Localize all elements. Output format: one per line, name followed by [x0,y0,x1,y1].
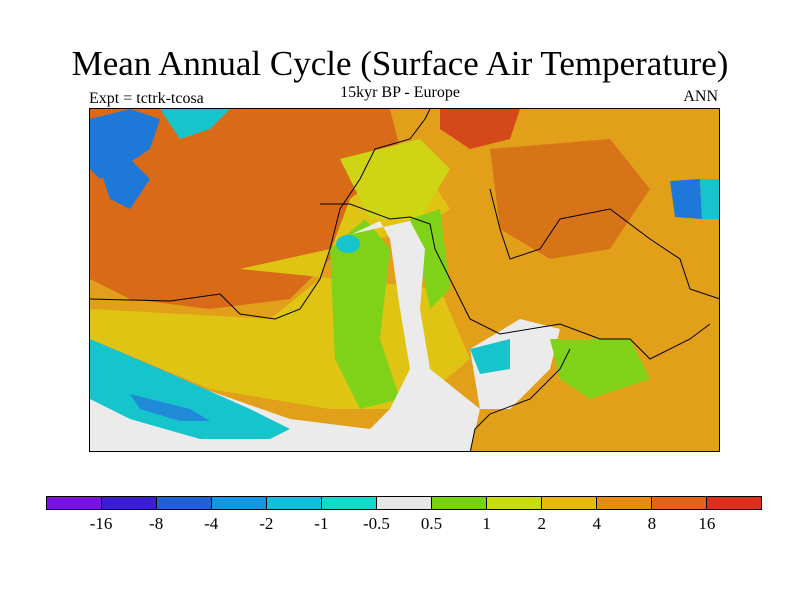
colorbar-label: 2 [537,514,546,533]
colorbar-label: -1 [314,514,329,533]
temperature-map [89,108,720,452]
cool-ring-east [700,179,719,219]
green-band-east [410,209,450,309]
colorbar-swatch-5 [322,497,377,509]
colorbar-swatch-12 [707,497,761,509]
coastline-east [489,188,719,300]
cold-spot-east [670,179,702,219]
colorbar-swatch-0 [47,497,102,509]
experiment-label: Expt = tctrk-tcosa [89,90,204,107]
cool-zone-east [470,339,510,374]
yellow-band-central [340,139,450,219]
colorbar-swatch-11 [652,497,707,509]
colorbar-label: -2 [259,514,274,533]
map-canvas [90,109,719,451]
green-zone-east [550,339,650,399]
chart-title: Mean Annual Cycle (Surface Air Temperatu… [71,44,729,83]
colorbar-swatch-2 [157,497,212,509]
coastline-south [469,348,571,451]
colorbar-label: 8 [647,514,657,533]
cold-patch-northwest [90,109,160,179]
colorbar-swatch-8 [487,497,542,509]
colorbar-label: 16 [698,514,716,533]
warm-region-northeast [490,139,650,259]
cold-patch-northwest-2 [160,109,230,139]
colorbar [46,496,762,510]
coastline [90,109,431,320]
colorbar-swatch-4 [267,497,322,509]
colorbar-labels: -16 -8 -4 -2 -1 -0.5 0.5 1 2 4 8 16 [0,510,800,536]
colorbar-label: -4 [204,514,219,533]
colorbar-swatch-1 [102,497,157,509]
colorbar-label: -8 [149,514,164,533]
colorbar-swatch-7 [432,497,487,509]
colorbar-swatch-3 [212,497,267,509]
colorbar-label: 4 [592,514,602,533]
colorbar-swatch-9 [542,497,597,509]
season-label: ANN [683,88,718,105]
green-band [330,219,400,409]
hot-spot-north [440,109,520,149]
colorbar-label: -16 [89,514,113,533]
colorbar-swatch-6 [377,497,432,509]
colorbar-swatch-10 [597,497,652,509]
cold-patch-northwest-3 [100,159,150,209]
period-label: 15kyr BP - Europe [340,84,460,101]
cool-spot-basin [336,235,360,253]
cool-core-southwest [130,394,210,421]
colorbar-label: 0.5 [420,514,443,533]
neutral-zone-east [470,319,560,409]
colorbar-label: 1 [482,514,491,533]
coastline-basin [320,203,711,360]
colorbar-label: -0.5 [362,514,390,533]
cool-band-southwest [90,339,290,439]
